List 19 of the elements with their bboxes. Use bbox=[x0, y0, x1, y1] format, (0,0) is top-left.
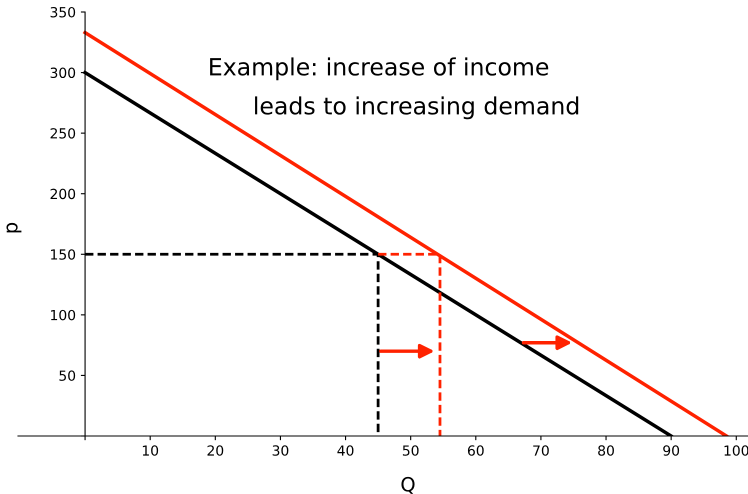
x-tick-label: 10 bbox=[142, 445, 158, 456]
y-axis-title: p bbox=[6, 222, 22, 232]
x-tick-label: 70 bbox=[533, 445, 549, 456]
annotation: Example: increase of income leads to increasing demand bbox=[210, 57, 578, 120]
y-tick-label: 200 bbox=[50, 188, 76, 200]
x-tick-label: 20 bbox=[207, 445, 224, 456]
y-tick-label: 350 bbox=[50, 6, 76, 18]
y-tick-label: 250 bbox=[50, 128, 76, 139]
x-axis-title: Q bbox=[401, 476, 415, 494]
y-tick-label: 300 bbox=[50, 68, 76, 78]
x-tick-label: 50 bbox=[402, 445, 419, 456]
y-tick-label: 150 bbox=[51, 249, 76, 260]
x-tick-label: 60 bbox=[468, 445, 484, 456]
y-tick-label: 100 bbox=[51, 310, 76, 320]
y-tick-label: 50 bbox=[59, 370, 76, 381]
x-tick-label: 40 bbox=[337, 445, 354, 456]
x-tick-label: 80 bbox=[598, 445, 614, 456]
x-tick-label: 30 bbox=[272, 445, 288, 456]
x-tick-label: 90 bbox=[663, 445, 680, 456]
